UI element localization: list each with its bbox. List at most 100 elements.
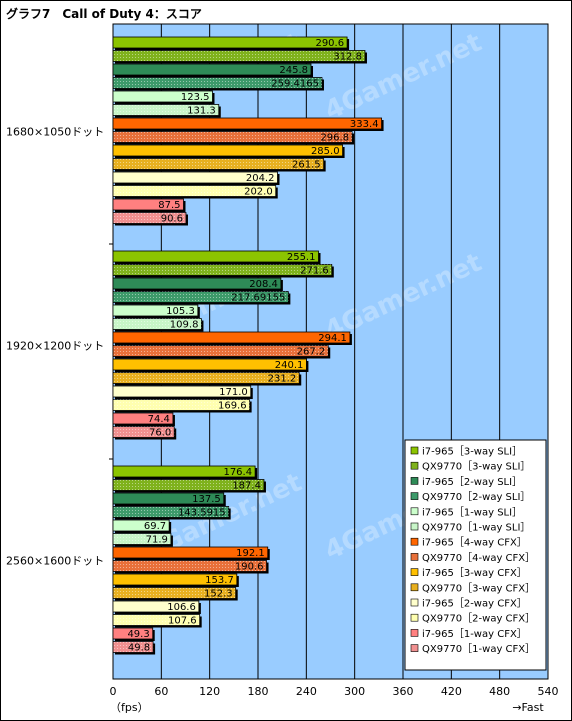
- legend-entry: i7-965［4-way CFX］: [422, 537, 527, 549]
- bar: [112, 277, 282, 290]
- category-label: 2560×1600ドット: [6, 555, 104, 568]
- legend-swatch: [410, 522, 419, 531]
- data-label: 69.7: [144, 521, 166, 532]
- data-label: 109.8: [170, 320, 199, 331]
- data-label: 49.8: [128, 643, 150, 654]
- legend-swatch: [410, 644, 419, 652]
- legend-swatch: [410, 507, 419, 516]
- bar: [112, 492, 225, 505]
- legend-entry: QX9770［2-way CFX］: [422, 613, 535, 625]
- data-label: 240.1: [275, 360, 304, 371]
- legend-entry: QX9770［1-way SLI］: [422, 522, 530, 534]
- x-axis-unit: （fps）: [110, 701, 149, 714]
- bar: [112, 304, 199, 317]
- x-tick-label: 60: [154, 685, 168, 698]
- data-label: 123.5: [181, 92, 210, 103]
- legend-entry: QX9770［2-way SLI］: [422, 491, 530, 503]
- bar-hatch: [113, 533, 171, 545]
- bar-hatch: [113, 185, 276, 197]
- bar-hatch: [113, 77, 322, 89]
- bar-hatch: [113, 158, 324, 170]
- data-label: 296.8: [320, 133, 349, 144]
- data-label: 137.5: [192, 494, 221, 505]
- data-label: 190.6: [235, 562, 264, 573]
- bar: [112, 600, 200, 613]
- legend-swatch: [410, 568, 419, 576]
- data-label: 90.6: [161, 214, 183, 225]
- legend-entry: QX9770［4-way CFX］: [422, 552, 535, 564]
- bar-hatch: [113, 560, 267, 572]
- data-label: 202.0: [244, 187, 273, 198]
- bar: [112, 331, 351, 344]
- data-label: 217.69155: [231, 293, 285, 304]
- data-label: 245.8: [279, 65, 308, 76]
- bar-hatch: [113, 264, 332, 276]
- bar-hatch: [113, 212, 186, 224]
- legend-swatch: [410, 583, 419, 592]
- chart-title: グラフ7 Call of Duty 4：スコア: [6, 7, 202, 21]
- data-label: 87.5: [158, 200, 180, 211]
- data-label: 152.3: [204, 589, 233, 600]
- legend-swatch: [410, 613, 419, 622]
- bar: [112, 573, 238, 586]
- data-label: 333.4: [350, 119, 379, 130]
- data-label: 285.0: [311, 146, 340, 157]
- bar: [112, 198, 184, 211]
- legend-swatch: [410, 446, 419, 455]
- data-label: 153.7: [205, 575, 234, 586]
- bar-hatch: [113, 399, 250, 411]
- bar: [112, 385, 252, 398]
- x-tick-label: 360: [393, 685, 414, 698]
- data-label: 290.6: [315, 38, 344, 49]
- data-label: 261.5: [292, 160, 321, 171]
- legend-entry: QX9770［1-way CFX］: [422, 643, 535, 655]
- bar: [112, 63, 312, 76]
- data-label: 106.6: [167, 602, 196, 613]
- bar-hatch: [113, 318, 202, 330]
- data-label: 204.2: [246, 173, 275, 184]
- bar-hatch: [113, 614, 200, 626]
- legend-entry: QX9770［3-way SLI］: [422, 461, 530, 473]
- bar-hatch: [113, 587, 236, 599]
- legend-entry: i7-965［2-way CFX］: [422, 598, 527, 610]
- x-axis-direction: →Fast: [512, 701, 544, 714]
- x-tick-label: 120: [199, 685, 220, 698]
- bar: [112, 519, 170, 532]
- category-label: 1920×1200ドット: [6, 340, 104, 353]
- legend-box: [404, 439, 547, 671]
- data-label: 71.9: [146, 535, 168, 546]
- data-label: 49.3: [127, 629, 149, 640]
- bar: [112, 36, 348, 49]
- legend-swatch: [410, 477, 419, 485]
- legend-entry: i7-965［1-way SLI］: [422, 506, 522, 518]
- data-label: 187.4: [232, 481, 261, 492]
- data-label: 312.8: [333, 52, 362, 63]
- data-label: 271.6: [300, 266, 329, 277]
- data-label: 208.4: [249, 279, 278, 290]
- x-tick-label: 180: [248, 685, 269, 698]
- bar: [112, 250, 319, 263]
- data-label: 294.1: [318, 333, 347, 344]
- data-label: 171.0: [219, 387, 248, 398]
- data-label: 76.0: [149, 428, 171, 439]
- legend-swatch: [410, 553, 419, 561]
- bar: [112, 144, 343, 157]
- bar-hatch: [113, 479, 264, 491]
- bar: [112, 90, 213, 103]
- data-label: 259.4165: [271, 79, 319, 90]
- bar: [112, 171, 278, 184]
- category-label: 1680×1050ドット: [6, 126, 104, 139]
- data-label: 176.4: [223, 467, 252, 478]
- data-label: 131.3: [187, 106, 216, 117]
- bar: [112, 117, 382, 130]
- x-tick-label: 0: [110, 685, 117, 698]
- bar-hatch: [113, 131, 353, 143]
- legend-entry: i7-965［3-way CFX］: [422, 567, 527, 579]
- bar: [112, 412, 174, 425]
- data-label: 231.2: [268, 374, 297, 385]
- data-label: 143.5915: [178, 508, 226, 519]
- bar: [112, 546, 269, 559]
- bar-hatch: [113, 426, 175, 438]
- legend-swatch: [410, 598, 419, 607]
